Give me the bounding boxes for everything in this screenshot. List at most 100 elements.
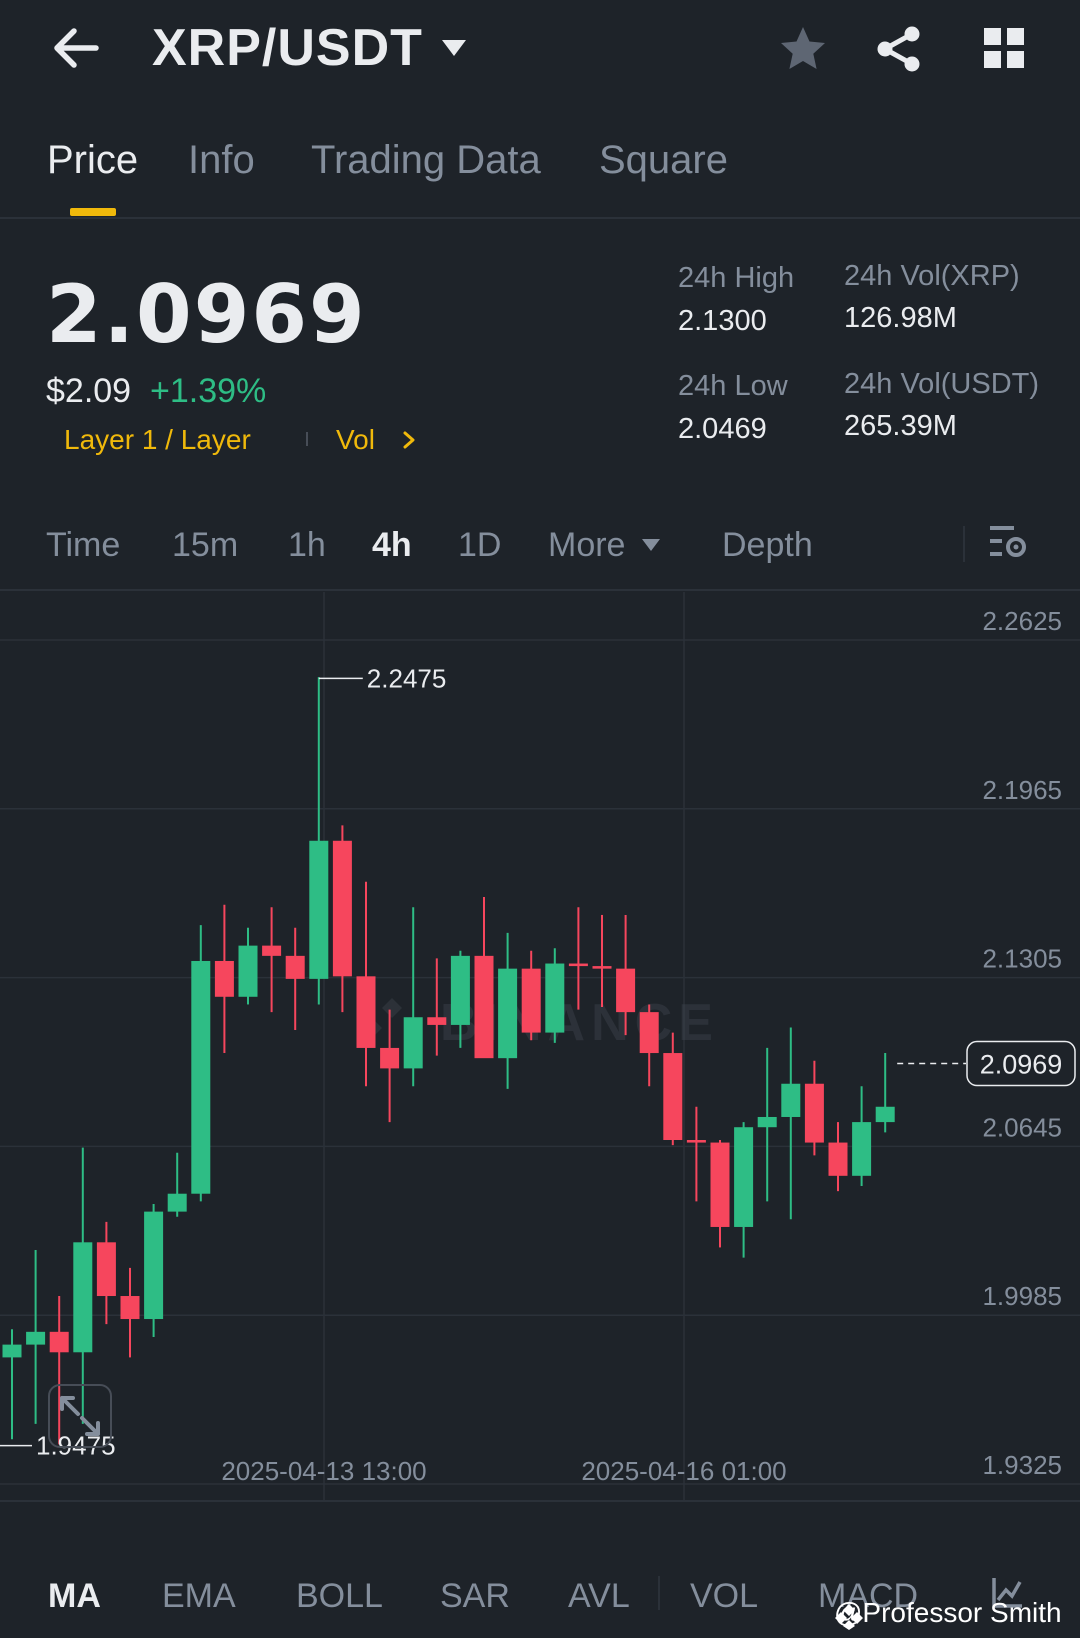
candlestick-chart[interactable]: BINANCE 2.26252.19652.13052.06451.99851.…: [0, 592, 1080, 1500]
header-bar: XRP/USDT: [0, 0, 1080, 100]
candle-body-up: [852, 1122, 872, 1176]
indicator-ema[interactable]: EMA: [162, 1577, 236, 1615]
share-icon[interactable]: [874, 24, 924, 74]
divider: [658, 1576, 660, 1610]
indicator-sar[interactable]: SAR: [440, 1577, 510, 1615]
candle-body-up: [167, 1193, 187, 1212]
watermark-username: @Professor Smith: [834, 1597, 1062, 1628]
low-label: 24h Low: [678, 370, 788, 402]
candle-body-up: [26, 1331, 46, 1345]
candle-body-up: [734, 1127, 754, 1227]
tag-separator: [306, 432, 308, 446]
price-axis-label: 1.9985: [982, 1281, 1062, 1311]
candle-body-up: [191, 960, 211, 1194]
candle-body-down: [332, 840, 352, 977]
interval-depth[interactable]: Depth: [722, 526, 813, 564]
candle-body-down: [474, 955, 494, 1059]
candle-body-down: [427, 1017, 447, 1025]
candle-body-down: [828, 1142, 848, 1176]
candle-body-up: [875, 1106, 895, 1123]
indicator-vol[interactable]: VOL: [690, 1577, 759, 1615]
candle-body-down: [663, 1053, 683, 1141]
candle-body-up: [545, 963, 565, 1033]
candle-body-up: [73, 1242, 93, 1353]
price-axis-label: 2.1965: [982, 775, 1062, 805]
candle-body-up: [2, 1344, 22, 1358]
candle-body-up: [757, 1116, 777, 1128]
grid-menu-icon[interactable]: [982, 26, 1026, 70]
volume-tag[interactable]: Vol: [336, 424, 375, 455]
candle-body-down: [521, 968, 541, 1033]
divider: [0, 217, 1080, 219]
price-axis: 2.2625 2.1965 2.1305 2.0645 1.9985 1.9325 2025…: [221, 606, 1062, 1486]
back-arrow-icon[interactable]: [50, 22, 102, 74]
vol-base-label: 24h Vol(XRP): [844, 260, 1020, 292]
candle-body-down: [356, 976, 376, 1048]
candle-body-up: [144, 1211, 164, 1320]
candle-body-up: [309, 840, 329, 979]
price-axis-label: 1.9325: [982, 1450, 1062, 1480]
current-price-label: 2.0969: [980, 1050, 1063, 1080]
candle-body-up: [781, 1083, 801, 1117]
candle-body-down: [262, 945, 282, 956]
high-value: 2.1300: [678, 305, 767, 337]
active-tab-indicator: [70, 208, 116, 216]
current-price-tag[interactable]: [966, 1040, 1076, 1087]
candle-body-down: [380, 1047, 400, 1069]
price-axis-label: 2.0645: [982, 1112, 1062, 1142]
vol-base-value: 126.98M: [844, 302, 957, 334]
vol-quote-value: 265.39M: [844, 410, 957, 442]
fullscreen-button[interactable]: [48, 1384, 112, 1448]
candle-body-down: [616, 968, 636, 1013]
candle-body-up: [450, 955, 470, 1025]
candle-body-down: [285, 955, 305, 979]
time-axis-label: 2025-04-16 01:00: [581, 1456, 786, 1486]
category-tag[interactable]: Layer 1 / Layer: [64, 424, 251, 455]
candle-body-up: [403, 1017, 423, 1069]
expand-icon: [60, 1396, 100, 1436]
divider: [0, 589, 1080, 591]
tab-price[interactable]: Price: [47, 138, 139, 182]
candle-body-up: [498, 968, 518, 1059]
chart-settings-icon[interactable]: [988, 522, 1028, 562]
indicator-macd[interactable]: MACD: [818, 1577, 919, 1615]
high-marker-label: 2.2475: [367, 663, 447, 693]
caret-down-icon[interactable]: [440, 38, 468, 58]
indicator-ma[interactable]: MA: [48, 1577, 101, 1615]
candle-body-down: [639, 1012, 659, 1054]
candle-body-down: [710, 1142, 730, 1227]
candle-body-down: [804, 1083, 824, 1143]
price-axis-label: 2.2625: [982, 606, 1062, 636]
last-price: 2.0969: [46, 268, 367, 361]
candle-body-down: [214, 960, 234, 997]
indicator-settings-icon[interactable]: [990, 1576, 1024, 1610]
interval-4h[interactable]: 4h: [372, 526, 412, 564]
caret-down-icon[interactable]: [641, 538, 661, 552]
candle-body-down: [49, 1331, 69, 1353]
price-change-percent: +1.39%: [150, 372, 267, 410]
tab-trading-data[interactable]: Trading Data: [311, 138, 541, 182]
high-label: 24h High: [678, 262, 795, 294]
divider: [963, 526, 965, 562]
candle-body-down: [96, 1242, 116, 1297]
trading-pair-title[interactable]: XRP/USDT: [152, 19, 423, 77]
chevron-right-icon[interactable]: [402, 430, 416, 450]
tab-square[interactable]: Square: [599, 138, 728, 182]
interval-15m[interactable]: 15m: [172, 526, 239, 564]
interval-more[interactable]: More: [548, 526, 626, 564]
tab-info[interactable]: Info: [188, 138, 255, 182]
interval-1h[interactable]: 1h: [288, 526, 326, 564]
watermark-logo-icon: [835, 1604, 863, 1630]
candle-body-down: [592, 966, 612, 969]
star-icon[interactable]: [778, 24, 828, 74]
interval-time[interactable]: Time: [46, 526, 121, 564]
interval-1d[interactable]: 1D: [458, 526, 502, 564]
chart-gridlines: [0, 592, 1080, 1500]
vol-quote-label: 24h Vol(USDT): [844, 368, 1040, 400]
price-axis-label: 2.1305: [982, 944, 1062, 974]
low-value: 2.0469: [678, 413, 767, 445]
indicator-boll[interactable]: BOLL: [296, 1577, 383, 1615]
indicator-avl[interactable]: AVL: [568, 1577, 630, 1615]
candle-body-down: [568, 963, 588, 967]
